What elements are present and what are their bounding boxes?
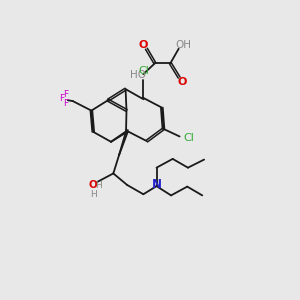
Text: O: O <box>89 180 98 190</box>
Text: H: H <box>90 190 97 199</box>
Text: OH: OH <box>175 40 191 50</box>
Text: F: F <box>63 99 68 108</box>
Text: N: N <box>152 178 161 191</box>
Text: O: O <box>177 77 187 87</box>
Text: F: F <box>59 94 64 103</box>
Text: O: O <box>139 40 148 50</box>
Text: H: H <box>95 182 102 190</box>
Text: HO: HO <box>130 70 146 80</box>
Text: Cl: Cl <box>138 66 149 76</box>
Text: Cl: Cl <box>183 133 194 143</box>
Text: F: F <box>63 90 68 99</box>
